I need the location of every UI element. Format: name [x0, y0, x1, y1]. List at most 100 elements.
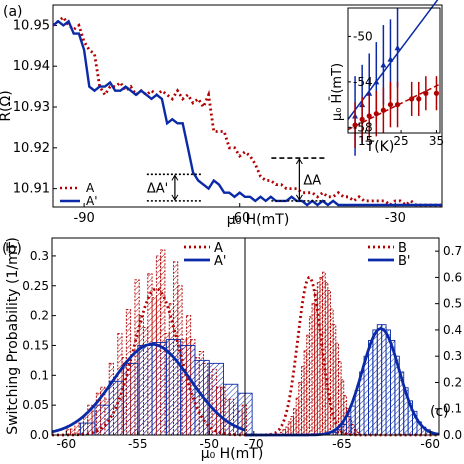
panel-b-ytick-label: 0.05 — [22, 398, 49, 412]
panel-c-ytick-label: 0.0 — [443, 428, 462, 442]
panel-a-label: (a) — [3, 4, 23, 20]
inset-ylabel: μ₀ H̄(mT) — [330, 63, 345, 121]
inset-point — [352, 122, 358, 128]
annotation-arrow-head — [171, 174, 179, 181]
panel-c-ytick-label: 0.7 — [443, 244, 462, 258]
inset-point — [387, 56, 394, 62]
legend-label: B' — [398, 254, 411, 269]
histogram-bar — [208, 362, 225, 436]
inset-point — [387, 101, 394, 108]
panel-b-xtick-label: -60 — [56, 437, 76, 451]
panel-a-inset: 15 25 35 -58 -54 -50 T(K) μ₀ H̄(mT) — [330, 0, 444, 156]
legend-label: A — [214, 241, 223, 256]
histogram-bar — [354, 389, 361, 436]
panel-a-ytick-label: 10.91 — [13, 182, 50, 197]
histogram-bar — [350, 405, 356, 436]
panel-b-xlabel: μ₀ H(mT) — [201, 446, 264, 462]
inset-point — [423, 90, 429, 96]
inset-point — [366, 113, 372, 119]
fit-curve — [52, 287, 246, 437]
panel-b-xtick-label: -55 — [128, 437, 148, 451]
histogram-bar — [385, 329, 391, 436]
panel-c-label: (c) — [430, 404, 449, 420]
panel-a-ytick-label: 10.93 — [13, 100, 50, 115]
histogram-bar — [151, 342, 167, 436]
panel-c-ytick-label: 0.5 — [443, 297, 462, 311]
panel-c-ytick-label: 0.3 — [443, 349, 462, 363]
annotation-arrow-head — [295, 158, 303, 165]
panel-b-ytick-label: 0.3 — [30, 249, 49, 263]
panel-b-label: (b) — [2, 241, 22, 257]
histogram-bar — [295, 397, 300, 436]
inset-xtick-label: 15 — [358, 134, 373, 148]
legend-label: A' — [86, 194, 98, 208]
inset-background — [348, 8, 440, 133]
panel-a-ytick-label: 10.92 — [13, 141, 50, 156]
legend-label: A' — [214, 254, 226, 269]
inset-point — [433, 90, 440, 96]
panel-a-ytick-label: 10.95 — [13, 18, 50, 33]
inset-xlabel: T(K) — [365, 139, 395, 155]
panel-c-xtick-label: -70 — [244, 437, 264, 451]
histogram-bar — [137, 345, 153, 436]
annotation-label: ΔA — [303, 173, 321, 188]
panel-a-ytick-label: 10.94 — [13, 59, 50, 74]
histogram-bar — [368, 339, 374, 436]
inset-fit-line — [347, 0, 439, 120]
panel-a-frame — [52, 4, 443, 208]
annotation-arrow-head — [171, 194, 179, 201]
panel-c-xtick-label: -60 — [420, 437, 440, 451]
panel-c-ytick-label: 0.1 — [443, 402, 462, 416]
histogram-bar — [381, 324, 387, 436]
annotation-label: ΔA' — [147, 182, 168, 197]
inset-ytick-label: -50 — [353, 29, 373, 43]
inset-fit-line — [347, 83, 441, 131]
histogram-bar — [340, 379, 345, 436]
inset-point — [394, 44, 401, 51]
panel-b-ytick-label: 0.25 — [22, 279, 49, 293]
panel-b-ytick-label: 0.1 — [30, 368, 49, 382]
fit-curve — [51, 342, 246, 434]
inset-point — [394, 101, 401, 108]
inset-point — [373, 78, 380, 85]
inset-point — [373, 111, 379, 117]
panel-b-ylabel: Switching Probability (1/mT) — [5, 237, 21, 435]
inset-point — [380, 107, 386, 113]
panel-b: -60 -55 -50 0.0 0.05 0.1 0.15 0.2 0.25 0.3 AA' μ₀ H… — [5, 237, 263, 462]
panel-c-ytick-label: 0.2 — [443, 375, 462, 389]
panel-a-xtick-label: -90 — [74, 211, 95, 226]
panel-a-xlabel: μ₀ H(mT) — [227, 212, 290, 228]
inset-point — [359, 116, 365, 122]
panel-b-ytick-label: 0.2 — [30, 309, 49, 323]
panel-c-ytick-label: 0.4 — [443, 323, 462, 337]
histogram-bar — [376, 324, 383, 436]
histogram-bar — [287, 421, 292, 436]
panel-b-xtick-label: -50 — [199, 437, 219, 451]
panel-a: -90 -60 -30 10.91 10.92 10.93 10.94 10.95 ΔA' ΔA A… — [0, 4, 443, 228]
panel-c-ytick-label: 0.6 — [443, 270, 462, 284]
histogram-bar — [180, 345, 196, 436]
annotation-arrow-head — [295, 194, 303, 201]
panel-a-xtick-label: -60 — [229, 211, 250, 226]
panel-c: -70 -65 -600.0 0.1 0.2 0.3 0.4 0.5 0.6 0.7 BB' — [244, 237, 462, 451]
panel-a-ylabel: R(Ω) — [0, 90, 14, 121]
inset-ytick-label: -58 — [353, 120, 373, 134]
legend-label: A — [86, 181, 95, 195]
series-line-a-prime — [52, 19, 442, 207]
histogram-bar — [74, 422, 80, 436]
inset-xtick-label: 35 — [429, 134, 444, 148]
panel-a-xtick-label: -30 — [385, 211, 406, 226]
panel-c-xtick-label: -65 — [332, 437, 352, 451]
inset-point — [366, 90, 373, 96]
inset-frame — [347, 7, 441, 134]
histogram-bar — [345, 416, 352, 436]
histogram-bar — [372, 329, 378, 436]
panel-b-ytick-label: 0.15 — [22, 338, 49, 352]
histogram-bar — [363, 355, 369, 436]
panel-b-ytick-label: 0.0 — [30, 428, 49, 442]
inset-xtick-label: 25 — [393, 134, 408, 148]
histogram-bar — [308, 316, 313, 436]
series-line-a — [52, 15, 442, 207]
inset-ytick-label: -54 — [353, 75, 373, 89]
